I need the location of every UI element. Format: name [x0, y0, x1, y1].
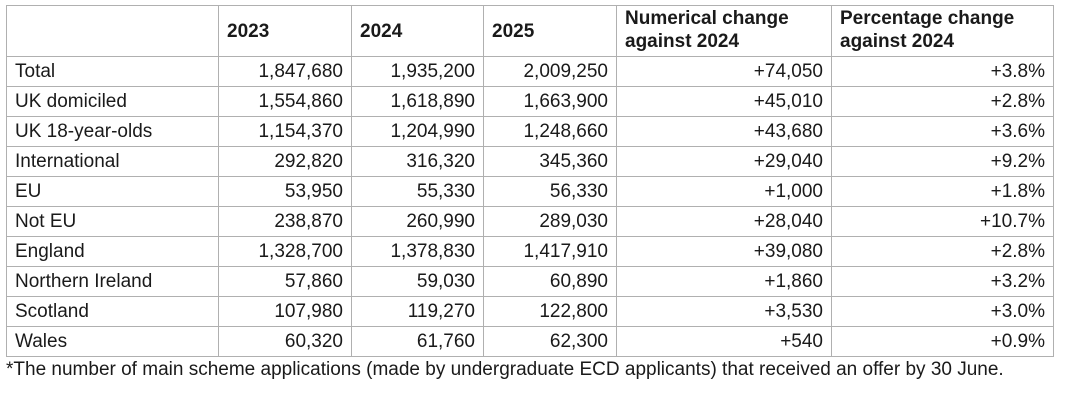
- cell-2025: 1,248,660: [483, 116, 617, 147]
- table-body: Total 1,847,680 1,935,200 2,009,250 +74,050 +…: [6, 56, 1054, 357]
- cell-2023: 1,847,680: [218, 56, 352, 87]
- cell-percentage-change: +3.8%: [831, 56, 1054, 87]
- header-cell-2023: 2023: [218, 5, 352, 57]
- table-row: EU 53,950 55,330 56,330 +1,000 +1.8%: [6, 176, 1054, 207]
- row-label: UK domiciled: [6, 86, 219, 117]
- cell-2023: 238,870: [218, 206, 352, 237]
- table-row: Not EU 238,870 260,990 289,030 +28,040 +10.7%: [6, 206, 1054, 237]
- header-cell-2024: 2024: [351, 5, 484, 57]
- cell-2025: 1,417,910: [483, 236, 617, 267]
- cell-numerical-change: +1,860: [616, 266, 832, 297]
- cell-2025: 60,890: [483, 266, 617, 297]
- cell-2024: 1,618,890: [351, 86, 484, 117]
- cell-percentage-change: +2.8%: [831, 86, 1054, 117]
- cell-2023: 107,980: [218, 296, 352, 327]
- cell-2023: 292,820: [218, 146, 352, 177]
- header-cell-blank: [6, 5, 219, 57]
- row-label: International: [6, 146, 219, 177]
- cell-percentage-change: +9.2%: [831, 146, 1054, 177]
- cell-numerical-change: +28,040: [616, 206, 832, 237]
- cell-percentage-change: +3.6%: [831, 116, 1054, 147]
- row-label: Not EU: [6, 206, 219, 237]
- cell-2024: 260,990: [351, 206, 484, 237]
- row-label: Northern Ireland: [6, 266, 219, 297]
- cell-2024: 1,378,830: [351, 236, 484, 267]
- table-row: Wales 60,320 61,760 62,300 +540 +0.9%: [6, 326, 1054, 357]
- cell-2023: 53,950: [218, 176, 352, 207]
- cell-2024: 55,330: [351, 176, 484, 207]
- cell-2023: 57,860: [218, 266, 352, 297]
- cell-percentage-change: +10.7%: [831, 206, 1054, 237]
- cell-numerical-change: +540: [616, 326, 832, 357]
- table-row: England 1,328,700 1,378,830 1,417,910 +39,08…: [6, 236, 1054, 267]
- cell-percentage-change: +0.9%: [831, 326, 1054, 357]
- cell-2023: 1,154,370: [218, 116, 352, 147]
- cell-percentage-change: +2.8%: [831, 236, 1054, 267]
- row-label: EU: [6, 176, 219, 207]
- offers-table: 2023 2024 2025 Numerical change against …: [6, 5, 1054, 357]
- table-row: Scotland 107,980 119,270 122,800 +3,530 +3.0%: [6, 296, 1054, 327]
- cell-percentage-change: +1.8%: [831, 176, 1054, 207]
- cell-2025: 1,663,900: [483, 86, 617, 117]
- cell-2024: 61,760: [351, 326, 484, 357]
- row-label: Scotland: [6, 296, 219, 327]
- table-row: Northern Ireland 57,860 59,030 60,890 +1,860…: [6, 266, 1054, 297]
- cell-2024: 316,320: [351, 146, 484, 177]
- table-row: UK domiciled 1,554,860 1,618,890 1,663,900 +…: [6, 86, 1054, 117]
- footnote: *The number of main scheme applications …: [6, 359, 1004, 380]
- cell-2024: 119,270: [351, 296, 484, 327]
- cell-2025: 2,009,250: [483, 56, 617, 87]
- row-label: Wales: [6, 326, 219, 357]
- cell-numerical-change: +43,680: [616, 116, 832, 147]
- header-cell-numerical-change: Numerical change against 2024: [616, 5, 832, 57]
- cell-numerical-change: +39,080: [616, 236, 832, 267]
- header-cell-2025: 2025: [483, 5, 617, 57]
- table-row: International 292,820 316,320 345,360 +29,04…: [6, 146, 1054, 177]
- row-label: Total: [6, 56, 219, 87]
- row-label: England: [6, 236, 219, 267]
- cell-2024: 1,204,990: [351, 116, 484, 147]
- table-row: Total 1,847,680 1,935,200 2,009,250 +74,050 +…: [6, 56, 1054, 87]
- cell-2023: 1,328,700: [218, 236, 352, 267]
- row-label: UK 18-year-olds: [6, 116, 219, 147]
- cell-numerical-change: +74,050: [616, 56, 832, 87]
- cell-2025: 289,030: [483, 206, 617, 237]
- cell-numerical-change: +3,530: [616, 296, 832, 327]
- cell-2024: 1,935,200: [351, 56, 484, 87]
- cell-2023: 1,554,860: [218, 86, 352, 117]
- cell-2023: 60,320: [218, 326, 352, 357]
- cell-2025: 122,800: [483, 296, 617, 327]
- cell-numerical-change: +1,000: [616, 176, 832, 207]
- header-cell-percentage-change: Percentage change against 2024: [831, 5, 1054, 57]
- cell-2024: 59,030: [351, 266, 484, 297]
- cell-2025: 56,330: [483, 176, 617, 207]
- cell-percentage-change: +3.0%: [831, 296, 1054, 327]
- cell-2025: 345,360: [483, 146, 617, 177]
- cell-2025: 62,300: [483, 326, 617, 357]
- table-header-row: 2023 2024 2025 Numerical change against …: [6, 5, 1054, 57]
- cell-numerical-change: +29,040: [616, 146, 832, 177]
- table-row: UK 18-year-olds 1,154,370 1,204,990 1,248,6…: [6, 116, 1054, 147]
- cell-percentage-change: +3.2%: [831, 266, 1054, 297]
- cell-numerical-change: +45,010: [616, 86, 832, 117]
